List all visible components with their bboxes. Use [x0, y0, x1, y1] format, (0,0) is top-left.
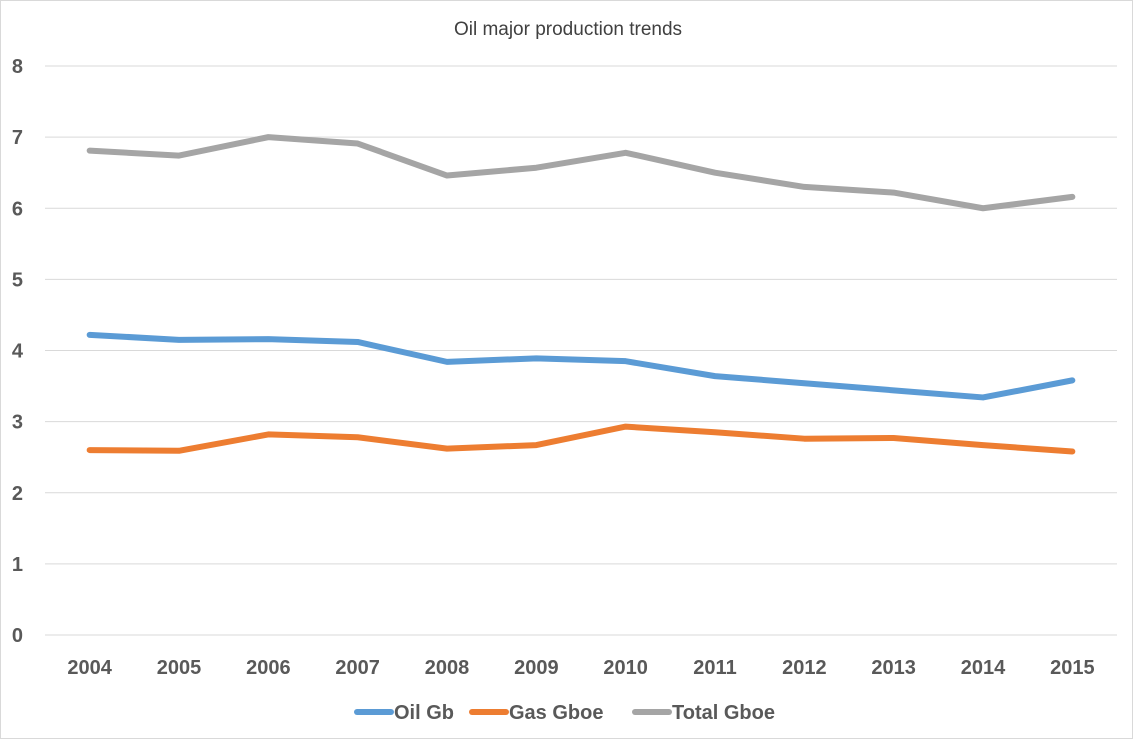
series-line [86, 331, 1076, 401]
y-tick-label: 3 [12, 412, 23, 434]
x-tick-label: 2015 [1050, 657, 1095, 679]
y-tick-label: 2 [12, 483, 23, 505]
y-axis-tick-labels: 0 1 2 3 4 5 6 7 8 [12, 56, 24, 647]
y-tick-label: 7 [12, 127, 23, 149]
legend: Oil Gb Gas Gboe Total Gboe [354, 702, 775, 724]
x-tick-label: 2007 [335, 657, 380, 679]
series-total-gboe [86, 134, 1076, 212]
legend-item: Gas Gboe [469, 702, 603, 724]
legend-label: Oil Gb [394, 702, 454, 724]
legend-item: Total Gboe [632, 702, 775, 724]
series-lines [86, 134, 1076, 455]
series-gas-gboe [86, 423, 1076, 455]
x-tick-label: 2014 [961, 657, 1006, 679]
x-tick-label: 2011 [693, 657, 736, 679]
x-tick-label: 2006 [246, 657, 291, 679]
y-tick-label: 8 [12, 56, 23, 78]
x-tick-label: 2012 [782, 657, 827, 679]
y-tick-label: 0 [12, 625, 23, 647]
x-tick-label: 2009 [514, 657, 559, 679]
y-tick-label: 1 [12, 554, 23, 576]
chart-title: Oil major production trends [454, 19, 682, 40]
x-tick-label: 2005 [157, 657, 202, 679]
series-oil-gb [86, 331, 1076, 401]
series-line [86, 423, 1076, 455]
legend-item: Oil Gb [354, 702, 454, 724]
y-tick-label: 6 [12, 198, 23, 220]
x-axis-tick-labels: 2004 2005 2006 2007 2008 2009 2010 2011 2012 2013… [67, 657, 1094, 679]
y-tick-label: 4 [12, 341, 24, 363]
gridlines [45, 65, 1117, 636]
y-tick-label: 5 [12, 269, 23, 291]
series-line [86, 134, 1076, 212]
x-tick-label: 2013 [871, 657, 916, 679]
x-tick-label: 2004 [67, 657, 112, 679]
legend-label: Total Gboe [672, 702, 775, 724]
x-tick-label: 2010 [603, 657, 648, 679]
legend-label: Gas Gboe [509, 702, 603, 724]
x-tick-label: 2008 [425, 657, 470, 679]
